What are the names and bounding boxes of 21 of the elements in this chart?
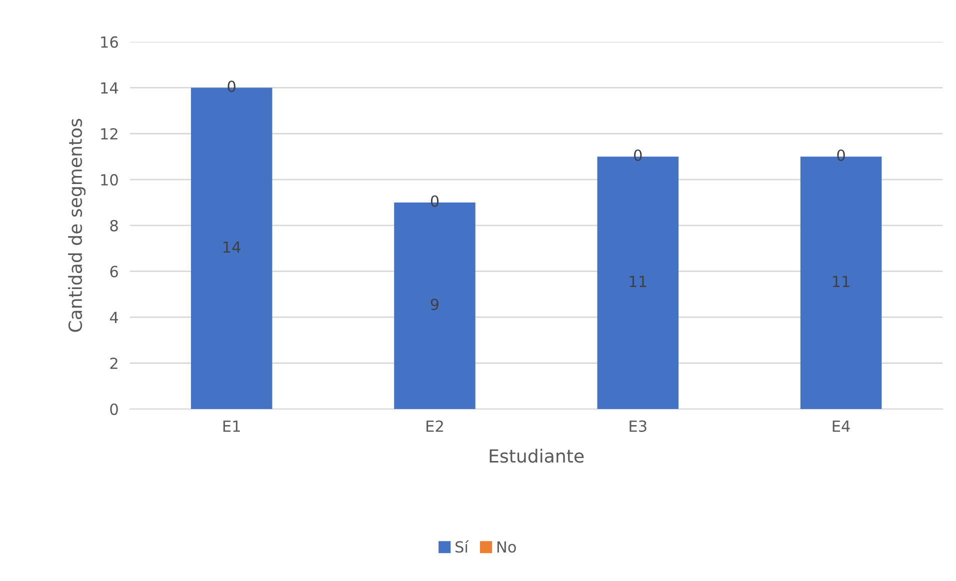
data-label: 11 xyxy=(630,276,646,288)
x-tick-label: E4 xyxy=(832,420,850,432)
y-tick-label: 8 xyxy=(110,220,118,232)
data-label: 14 xyxy=(224,241,240,253)
y-tick-label: 12 xyxy=(101,128,118,140)
data-label: 11 xyxy=(833,276,850,288)
y-tick-label: 10 xyxy=(101,174,118,186)
y-tick-label: 6 xyxy=(110,266,118,278)
x-axis-title: Estudiante xyxy=(490,448,584,463)
legend-label: No xyxy=(497,541,516,553)
y-axis-title: Cantidad de segmentos xyxy=(68,118,86,332)
x-tick-label: E1 xyxy=(223,420,240,432)
y-tick-label: 4 xyxy=(110,312,118,324)
data-label: 9 xyxy=(430,298,439,310)
x-tick-label: E3 xyxy=(630,420,646,432)
x-tick-label: E2 xyxy=(426,420,443,432)
y-tick-label: 14 xyxy=(101,82,118,94)
y-tick-label: 0 xyxy=(110,403,118,416)
legend-label: Sí xyxy=(456,540,469,553)
y-tick-label: 16 xyxy=(101,36,118,48)
y-tick-label: 2 xyxy=(110,358,118,369)
